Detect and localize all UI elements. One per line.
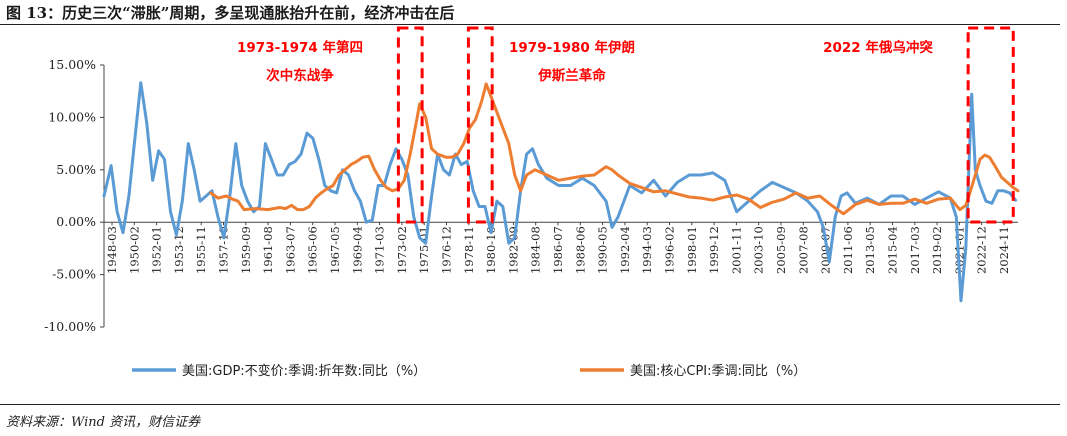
x-tick-label: 2015-04 bbox=[886, 226, 900, 274]
x-tick-label: 2011-06 bbox=[841, 226, 855, 274]
event-annotation-text: 1979-1980 年伊朗 bbox=[509, 39, 635, 56]
event-annotation-text: 次中东战争 bbox=[266, 67, 334, 84]
x-tick-label: 1976-12 bbox=[440, 226, 454, 274]
x-tick-label: 1978-11 bbox=[462, 226, 476, 274]
legend-label: 美国:GDP:不变价:季调:折年数:同比（%） bbox=[182, 363, 426, 379]
event-highlight-box bbox=[466, 26, 494, 224]
y-tick-label: 15.00% bbox=[48, 57, 96, 72]
x-tick-label: 1998-01 bbox=[685, 226, 699, 274]
x-tick-label: 1952-01 bbox=[150, 226, 164, 274]
x-tick-label: 1980-10 bbox=[484, 226, 498, 274]
bottom-rule bbox=[0, 404, 1060, 405]
x-tick-label: 2013-05 bbox=[863, 226, 877, 274]
source-note: 资料来源：Wind 资讯，财信证券 bbox=[6, 415, 201, 430]
event-annotation-text: 伊斯兰革命 bbox=[537, 67, 606, 84]
event-highlight-box bbox=[966, 26, 1015, 224]
x-tick-label: 1948-03 bbox=[105, 226, 119, 274]
x-tick-label: 1994-03 bbox=[640, 226, 654, 274]
x-tick-label: 1992-04 bbox=[618, 226, 632, 274]
y-tick-label: 0.00% bbox=[56, 214, 96, 229]
figure-title: 图 13：历史三次“滞胀”周期，多呈现通胀抬升在前，经济冲击在后 bbox=[6, 4, 455, 22]
x-tick-label: 1965-06 bbox=[306, 226, 320, 274]
y-tick-label: 5.00% bbox=[56, 162, 96, 177]
x-tick-label: 1984-08 bbox=[529, 226, 543, 274]
x-tick-label: 1999-12 bbox=[707, 226, 721, 274]
x-tick-label: 1986-07 bbox=[551, 226, 565, 274]
x-tick-label: 1953-12 bbox=[172, 226, 186, 274]
x-tick-label: 1973-02 bbox=[395, 226, 409, 274]
x-tick-label: 2022-12 bbox=[975, 226, 989, 274]
y-tick-label: 10.00% bbox=[48, 109, 96, 124]
y-tick-label: -10.00% bbox=[44, 319, 96, 334]
x-tick-label: 1961-08 bbox=[261, 226, 275, 274]
x-tick-label: 1967-05 bbox=[328, 226, 342, 274]
series-line-core-cpi bbox=[209, 82, 1020, 216]
x-tick-label: 1988-06 bbox=[573, 226, 587, 274]
x-tick-label: 1950-02 bbox=[127, 226, 141, 274]
x-tick-label: 1959-09 bbox=[239, 226, 253, 274]
x-tick-label: 2003-10 bbox=[752, 226, 766, 274]
x-tick-label: 1990-05 bbox=[596, 226, 610, 274]
x-tick-label: 1969-04 bbox=[350, 226, 364, 274]
x-tick-label: 2017-03 bbox=[908, 226, 922, 274]
series-line-gdp bbox=[102, 81, 1018, 303]
x-tick-label: 1955-11 bbox=[194, 226, 208, 274]
x-tick-label: 2001-11 bbox=[729, 226, 743, 274]
x-tick-label: 2007-08 bbox=[796, 226, 810, 274]
x-tick-label: 1957-10 bbox=[217, 226, 231, 274]
x-tick-label: 1963-07 bbox=[283, 226, 297, 274]
event-highlight-box bbox=[396, 26, 424, 224]
top-rule bbox=[0, 24, 1060, 25]
x-tick-label: 1996-02 bbox=[663, 226, 677, 274]
x-tick-label: 2024-11 bbox=[997, 226, 1011, 274]
legend-label: 美国:核心CPI:季调:同比（%） bbox=[630, 364, 806, 379]
x-tick-label: 2005-09 bbox=[774, 226, 788, 274]
event-annotation-text: 2022 年俄乌冲突 bbox=[823, 39, 933, 56]
x-tick-label: 1982-09 bbox=[506, 226, 520, 274]
y-tick-label: -5.00% bbox=[52, 267, 96, 282]
event-annotation-text: 1973-1974 年第四 bbox=[237, 39, 363, 56]
x-tick-label: 1971-03 bbox=[373, 226, 387, 274]
x-tick-label: 2019-02 bbox=[930, 226, 944, 274]
